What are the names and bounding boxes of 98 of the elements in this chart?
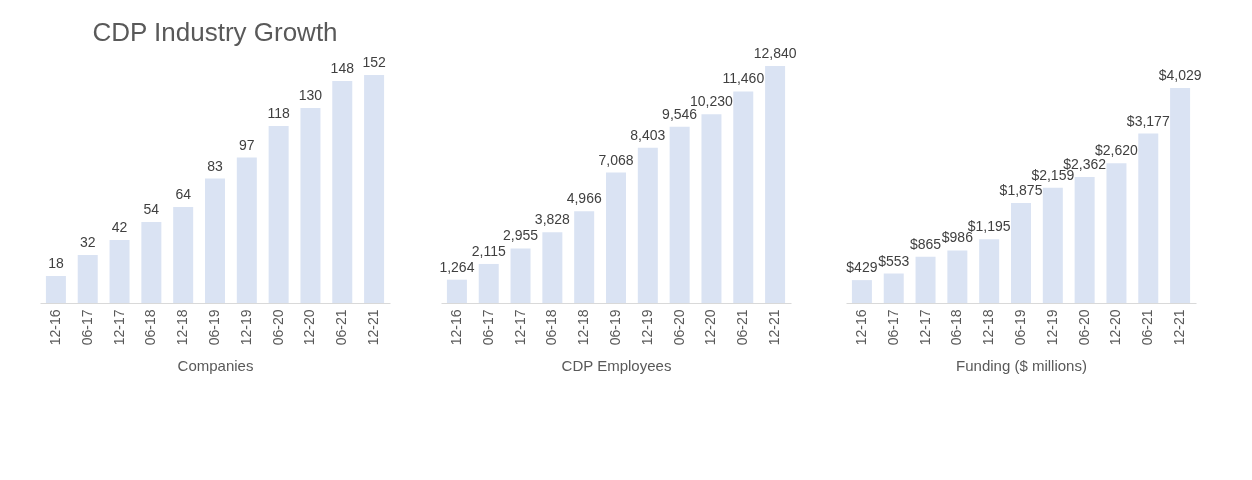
x-tick-label: 06-21 xyxy=(332,309,349,346)
bar xyxy=(1074,177,1095,303)
data-label: 152 xyxy=(362,54,386,70)
data-label: 32 xyxy=(79,234,96,250)
x-tick-label: 12-16 xyxy=(46,309,63,346)
data-label: 1,264 xyxy=(439,258,475,275)
x-tick-label: 06-21 xyxy=(1139,309,1156,346)
bar xyxy=(947,250,968,303)
x-tick-label: 06-18 xyxy=(142,309,159,346)
x-tick-label: 12-21 xyxy=(1171,309,1188,346)
x-tick-label: 06-17 xyxy=(479,309,496,346)
bar xyxy=(446,279,467,303)
x-tick-label: 12-19 xyxy=(638,309,655,346)
bar xyxy=(884,273,905,303)
x-tick-label: 12-17 xyxy=(916,309,933,346)
data-label: 148 xyxy=(330,60,354,76)
data-label: 130 xyxy=(298,87,322,103)
x-tick-label: 12-19 xyxy=(1044,309,1061,346)
bar xyxy=(45,276,66,303)
x-tick-label: 12-16 xyxy=(447,309,464,346)
x-tick-label: 06-20 xyxy=(269,309,286,346)
data-label: 2,955 xyxy=(503,227,539,244)
bar xyxy=(331,81,352,303)
x-tick-label: 06-19 xyxy=(205,309,222,346)
data-label: 83 xyxy=(206,157,223,174)
bar xyxy=(141,222,162,303)
bar xyxy=(77,255,98,303)
data-label: 97 xyxy=(238,136,255,153)
data-label: $553 xyxy=(878,252,910,269)
x-tick-label: 12-21 xyxy=(364,309,381,346)
data-label: $1,195 xyxy=(968,218,1012,235)
bar xyxy=(733,91,754,303)
data-label: 2,115 xyxy=(471,242,506,259)
bar xyxy=(478,263,499,303)
x-tick-label: 12-18 xyxy=(173,309,190,346)
x-tick-label: 12-21 xyxy=(766,309,783,346)
bar xyxy=(979,239,1000,303)
data-label: 8,403 xyxy=(630,126,666,143)
bar xyxy=(542,232,563,303)
data-label: 7,068 xyxy=(598,151,634,168)
data-label: 18 xyxy=(47,255,64,271)
bar xyxy=(669,126,690,303)
x-tick-label: 12-20 xyxy=(301,309,318,346)
bar xyxy=(172,207,193,303)
x-tick-label: 12-16 xyxy=(853,309,870,346)
x-tick-label: 06-21 xyxy=(734,309,751,346)
data-label: $3,177 xyxy=(1127,112,1171,129)
bar xyxy=(915,256,936,303)
x-tick-label: 12-19 xyxy=(237,309,254,346)
bar xyxy=(1011,203,1032,303)
x-tick-label: 12-17 xyxy=(110,309,127,346)
bar xyxy=(1170,88,1191,303)
bar xyxy=(765,65,786,303)
x-tick-label: 06-17 xyxy=(885,309,902,346)
x-tick-label: 06-20 xyxy=(670,309,687,346)
data-label: 118 xyxy=(267,105,290,121)
bar xyxy=(574,211,595,303)
x-tick-label: 12-18 xyxy=(575,309,592,346)
x-axis-title: Funding ($ millions) xyxy=(956,357,1088,375)
data-label: 64 xyxy=(175,186,191,202)
bar xyxy=(701,114,722,303)
bar xyxy=(236,157,257,303)
data-label: $4,029 xyxy=(1158,67,1203,84)
chart-title: CDP Industry Growth xyxy=(92,17,338,47)
bar xyxy=(300,108,321,303)
bar xyxy=(637,147,658,303)
data-label: $865 xyxy=(910,235,942,252)
x-tick-label: 12-20 xyxy=(1107,309,1124,346)
x-tick-label: 06-19 xyxy=(1012,309,1029,346)
bar xyxy=(109,240,130,303)
bar xyxy=(1138,133,1159,303)
x-axis-title: Companies xyxy=(177,357,254,375)
bar xyxy=(204,178,225,303)
bar xyxy=(268,126,289,303)
bar xyxy=(1043,187,1064,303)
data-label: 12,840 xyxy=(753,44,797,61)
data-label: $429 xyxy=(846,259,878,276)
x-tick-label: 12-18 xyxy=(980,309,997,346)
data-label: 4,966 xyxy=(566,190,602,207)
x-tick-label: 06-18 xyxy=(948,309,965,346)
x-tick-label: 06-18 xyxy=(543,309,560,346)
data-label: $1,875 xyxy=(999,182,1043,198)
data-label: 3,828 xyxy=(534,211,571,228)
bar xyxy=(605,172,626,303)
data-label: $2,620 xyxy=(1095,142,1139,159)
x-tick-label: 06-17 xyxy=(78,309,95,346)
x-tick-label: 12-17 xyxy=(511,309,528,346)
x-tick-label: 06-19 xyxy=(606,309,623,346)
data-label: 54 xyxy=(143,201,160,217)
x-tick-label: 12-20 xyxy=(702,309,719,346)
bar xyxy=(510,248,531,303)
data-label: 11,460 xyxy=(722,70,765,87)
bar xyxy=(363,75,384,303)
bar xyxy=(852,280,873,303)
x-axis-title: CDP Employees xyxy=(561,357,672,375)
data-label: 42 xyxy=(111,219,128,235)
x-tick-label: 06-20 xyxy=(1075,309,1092,346)
bar xyxy=(1106,163,1127,303)
